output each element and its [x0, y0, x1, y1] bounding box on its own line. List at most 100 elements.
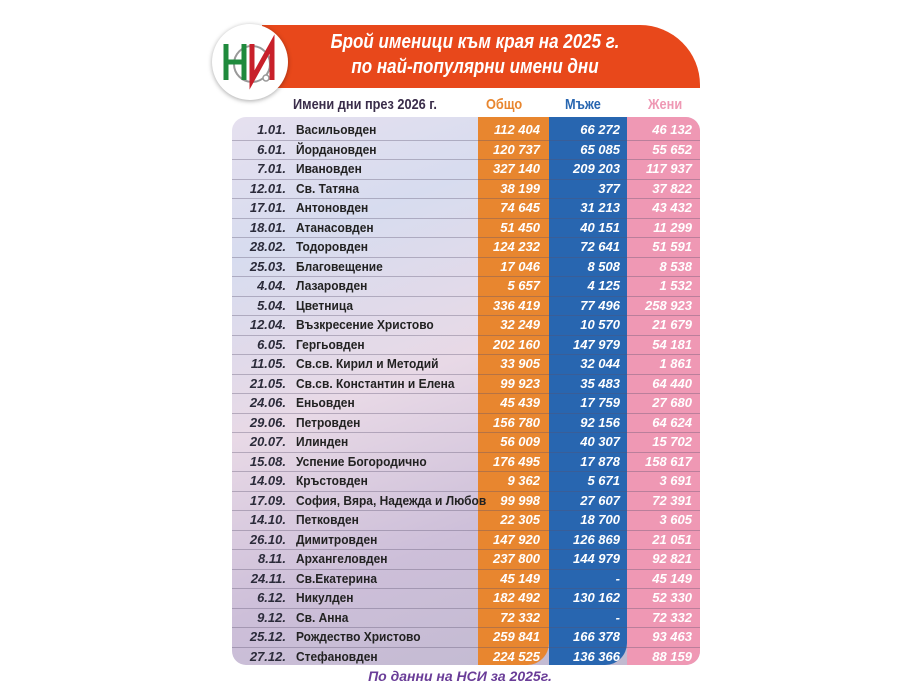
title-banner: [262, 25, 700, 88]
total-cell: 33 905: [500, 356, 540, 371]
date-cell: 21.05.: [249, 375, 286, 391]
date-cell: 17.01.: [249, 200, 286, 215]
name-day-cell: Цветница: [296, 297, 354, 313]
date-cell: 6.05.: [257, 336, 286, 352]
men-cell: 17 878: [580, 453, 620, 469]
name-day-cell: Рождество Христово: [296, 629, 421, 644]
men-column-bg: [549, 117, 627, 665]
date-cell: 17.09.: [249, 492, 286, 508]
total-cell: 224 525: [493, 648, 540, 664]
men-cell: 72 641: [580, 239, 620, 254]
total-cell: 182 492: [493, 590, 540, 605]
women-cell: 1 532: [659, 278, 692, 293]
women-column-bg: [627, 117, 700, 665]
total-cell: 99 923: [500, 375, 540, 391]
women-cell: 64 624: [652, 414, 692, 430]
women-cell: 72 391: [652, 492, 692, 508]
men-cell: 32 044: [580, 356, 620, 371]
women-cell: 1 861: [659, 356, 692, 371]
table-row: 6.05. Гергьовден 202 160 147 979 54 181: [232, 335, 700, 355]
table-row: 4.04. Лазаровден 5 657 4 125 1 532: [232, 276, 700, 297]
date-cell: 9.12.: [257, 609, 286, 625]
women-cell: 21 679: [652, 317, 692, 332]
table-row: 11.05. Св.св. Кирил и Методий 33 905 32 044…: [232, 354, 700, 375]
name-day-cell: Атанасовден: [296, 219, 374, 235]
name-day-cell: Кръстовден: [296, 473, 368, 488]
table-row: 6.12. Никулден 182 492 130 162 52 330: [232, 588, 700, 609]
women-cell: 117 937: [645, 161, 692, 176]
table-row: 6.01. Йордановден 120 737 65 085 55 652: [232, 140, 700, 160]
total-cell: 74 645: [500, 200, 540, 215]
page-title: Брой именици към края на 2025 г. по най-…: [318, 30, 633, 80]
name-day-cell: Възкресение Христово: [296, 317, 434, 332]
table-row: 14.09. Кръстовден 9 362 5 671 3 691: [232, 471, 700, 492]
men-cell: 5 671: [587, 473, 620, 488]
table-row: 27.12. Стефановден 224 525 136 366 88 159: [232, 647, 700, 666]
table-row: 8.11. Архангеловден 237 800 144 979 92 821: [232, 549, 700, 570]
women-cell: 15 702: [652, 434, 692, 449]
table-row: 20.07. Илинден 56 009 40 307 15 702: [232, 432, 700, 453]
table-row: 18.01. Атанасовден 51 450 40 151 11 299: [232, 218, 700, 238]
date-cell: 1.01.: [257, 122, 286, 137]
men-cell: 77 496: [580, 297, 620, 313]
date-cell: 18.01.: [249, 219, 286, 235]
total-cell: 38 199: [500, 180, 540, 196]
source-note: По данни на НСИ за 2025г.: [368, 668, 552, 684]
women-cell: 21 051: [652, 531, 692, 547]
men-cell: 166 378: [573, 629, 620, 644]
table-row: 7.01. Ивановден 327 140 209 203 117 937: [232, 159, 700, 180]
table-row: 17.09. София, Вяра, Надежда и Любов 99 998…: [232, 491, 700, 511]
total-cell: 237 800: [493, 551, 540, 566]
men-cell: -: [615, 609, 620, 625]
header-name-days: Имени дни през 2026 г.: [293, 96, 437, 113]
name-day-cell: Гергьовден: [296, 336, 365, 352]
date-cell: 27.12.: [249, 648, 286, 664]
table-row: 26.10. Димитровден 147 920 126 869 21 051: [232, 530, 700, 550]
total-cell: 147 920: [493, 531, 540, 547]
men-cell: 40 307: [580, 434, 620, 449]
total-cell: 72 332: [500, 609, 540, 625]
total-cell: 336 419: [493, 297, 540, 313]
women-cell: 88 159: [652, 648, 692, 664]
total-cell: 45 149: [500, 570, 540, 586]
table-row: 28.02. Тодоровден 124 232 72 641 51 591: [232, 237, 700, 258]
table-row: 9.12. Св. Анна 72 332 - 72 332: [232, 608, 700, 628]
title-line-2: по най-популярни имени дни: [351, 56, 599, 78]
table-row: 25.12. Рождество Христово 259 841 166 378 93…: [232, 627, 700, 648]
men-cell: 65 085: [580, 141, 620, 157]
table-row: 12.04. Възкресение Христово 32 249 10 570 21…: [232, 315, 700, 336]
date-cell: 20.07.: [249, 434, 286, 449]
date-cell: 29.06.: [249, 414, 286, 430]
name-day-cell: Благовещение: [296, 258, 383, 274]
women-cell: 64 440: [652, 375, 692, 391]
date-cell: 25.03.: [249, 258, 286, 274]
table-row: 17.01. Антоновден 74 645 31 213 43 432: [232, 198, 700, 219]
total-cell: 45 439: [500, 395, 540, 410]
men-cell: 136 366: [573, 648, 620, 664]
men-cell: 92 156: [580, 414, 620, 430]
date-cell: 7.01.: [257, 161, 286, 176]
women-cell: 52 330: [652, 590, 692, 605]
name-day-cell: Св.Екатерина: [296, 570, 377, 586]
name-day-cell: Успение Богородично: [296, 453, 427, 469]
date-cell: 6.01.: [257, 141, 286, 157]
date-cell: 5.04.: [257, 297, 286, 313]
header-men: Мъже: [565, 96, 601, 113]
women-cell: 258 923: [645, 297, 692, 313]
men-cell: 27 607: [580, 492, 620, 508]
women-cell: 92 821: [652, 551, 692, 566]
name-day-cell: Еньовден: [296, 395, 355, 410]
total-cell: 99 998: [500, 492, 540, 508]
total-cell: 5 657: [507, 278, 540, 293]
table-row: 5.04. Цветница 336 419 77 496 258 923: [232, 296, 700, 316]
name-day-cell: Лазаровден: [296, 278, 368, 293]
date-cell: 15.08.: [249, 453, 286, 469]
women-cell: 37 822: [652, 180, 692, 196]
total-cell: 9 362: [507, 473, 540, 488]
name-day-cell: Стефановден: [296, 648, 378, 664]
men-cell: 8 508: [587, 258, 620, 274]
name-day-cell: Св. Анна: [296, 609, 349, 625]
table-row: 15.08. Успение Богородично 176 495 17 878 15…: [232, 452, 700, 472]
men-cell: 209 203: [573, 161, 620, 176]
total-column-bg: [478, 117, 549, 665]
